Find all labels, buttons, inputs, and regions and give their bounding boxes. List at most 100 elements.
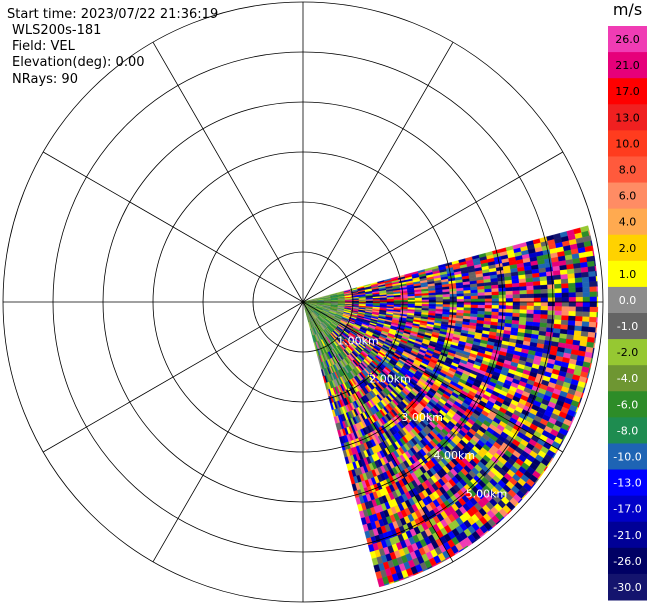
instrument-label: WLS200s-181	[12, 23, 101, 39]
velocity-gate	[450, 297, 457, 300]
velocity-gate	[575, 316, 582, 321]
velocity-gate	[499, 288, 506, 292]
velocity-gate	[471, 302, 478, 305]
velocity-gate	[555, 311, 562, 316]
velocity-gate	[450, 305, 457, 308]
azimuth-spoke	[303, 42, 453, 302]
velocity-gate	[555, 293, 562, 298]
velocity-gate	[443, 304, 450, 307]
velocity-gate	[575, 326, 582, 331]
colorbar-tick: 8.0	[619, 164, 637, 177]
velocity-gate	[499, 309, 506, 313]
colorbar-tick: 26.0	[615, 33, 640, 46]
velocity-gate	[513, 294, 520, 298]
velocity-gate	[527, 290, 534, 294]
velocity-gate	[513, 291, 520, 295]
colorbar-tick: 17.0	[615, 85, 640, 98]
velocity-gate	[506, 287, 513, 291]
velocity-gate	[540, 276, 547, 281]
colorbar-tick: 4.0	[619, 216, 637, 229]
start-time-label: Start time: 2023/07/22 21:36:19	[7, 7, 218, 23]
velocity-gate	[534, 290, 541, 294]
velocity-gate	[583, 292, 590, 297]
velocity-sector	[303, 226, 598, 587]
velocity-gate	[587, 261, 595, 267]
velocity-gate	[520, 310, 527, 314]
velocity-gate	[513, 306, 520, 310]
velocity-gate	[541, 289, 548, 294]
velocity-gate	[582, 322, 589, 327]
velocity-gate	[492, 299, 499, 302]
velocity-gate	[589, 322, 596, 328]
velocity-gate	[387, 299, 394, 301]
colorbar-tick: -30.0	[613, 581, 641, 594]
velocity-gate	[555, 302, 562, 307]
velocity-gate	[569, 307, 576, 312]
velocity-gate	[401, 298, 408, 300]
velocity-gate	[597, 307, 598, 312]
velocity-gate	[471, 293, 478, 296]
velocity-gate	[588, 332, 596, 338]
range-label: 1.00km	[337, 334, 379, 347]
velocity-gate	[485, 289, 492, 293]
velocity-gate	[583, 297, 590, 302]
velocity-gate	[457, 296, 464, 299]
velocity-gate	[499, 291, 506, 295]
velocity-gate	[534, 310, 541, 314]
colorbar: 26.021.017.013.010.08.06.04.02.01.00.0-1…	[608, 26, 647, 601]
velocity-gate	[547, 284, 554, 289]
velocity-gate	[478, 296, 485, 299]
velocity-gate	[533, 281, 540, 286]
velocity-gate	[546, 271, 553, 276]
velocity-gate	[520, 302, 527, 306]
velocity-gate	[562, 302, 569, 307]
velocity-gate	[547, 319, 554, 324]
velocity-gate	[526, 314, 533, 318]
velocity-gate	[541, 306, 548, 310]
velocity-gate	[588, 327, 595, 333]
velocity-gate	[540, 285, 547, 290]
velocity-gate	[590, 297, 597, 302]
colorbar-tick: -6.0	[617, 398, 638, 411]
velocity-gate	[492, 292, 499, 296]
velocity-gate	[520, 290, 527, 294]
velocity-gate	[499, 295, 506, 299]
velocity-gate	[597, 302, 598, 307]
velocity-gate	[422, 298, 429, 300]
velocity-gate	[443, 297, 450, 300]
colorbar-tick: -21.0	[613, 529, 641, 542]
velocity-gate	[590, 292, 597, 297]
velocity-gate	[533, 285, 540, 290]
velocity-gate	[568, 273, 575, 278]
velocity-gate	[485, 292, 492, 296]
velocity-gate	[527, 310, 534, 314]
velocity-gate	[429, 304, 436, 306]
velocity-gate	[561, 279, 568, 284]
azimuth-spoke	[43, 302, 303, 452]
velocity-gate	[422, 295, 429, 297]
velocity-gate	[512, 283, 519, 287]
velocity-gate	[553, 270, 560, 275]
velocity-gate	[590, 307, 597, 312]
velocity-gate	[574, 268, 582, 274]
velocity-gate	[575, 273, 582, 278]
velocity-gate	[548, 298, 555, 302]
velocity-gate	[547, 280, 554, 285]
velocity-gate	[554, 315, 561, 320]
velocity-gate	[588, 271, 595, 277]
colorbar-tick: -4.0	[617, 372, 638, 385]
velocity-gate	[471, 308, 478, 311]
velocity-gate	[429, 297, 436, 299]
velocity-gate	[596, 317, 597, 322]
velocity-gate	[471, 299, 478, 302]
colorbar-tick: -10.0	[613, 451, 641, 464]
velocity-gate	[499, 305, 506, 309]
velocity-gate	[541, 293, 548, 297]
velocity-gate	[526, 278, 533, 283]
velocity-gate	[471, 296, 478, 299]
velocity-gate	[450, 294, 457, 297]
velocity-gate	[506, 298, 513, 302]
azimuth-spoke	[153, 302, 303, 562]
colorbar-tick: 13.0	[615, 111, 640, 124]
